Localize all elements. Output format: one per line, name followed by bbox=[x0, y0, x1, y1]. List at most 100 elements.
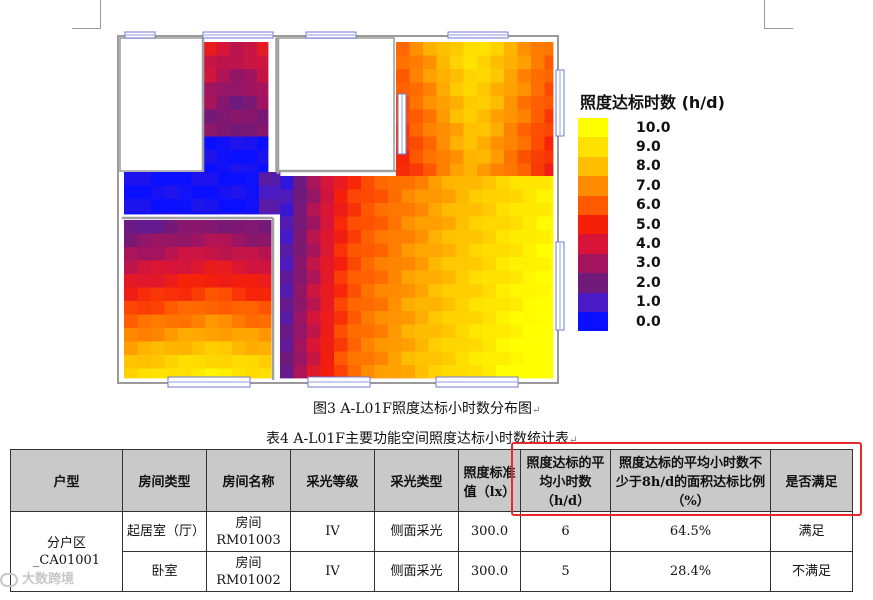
heatmap-cell bbox=[245, 247, 260, 261]
heatmap-cell bbox=[509, 216, 524, 231]
heatmap-cell bbox=[550, 176, 554, 190]
heatmap-cell bbox=[415, 270, 429, 285]
heatmap-cell bbox=[504, 123, 518, 137]
heatmap-cell bbox=[496, 176, 510, 190]
heatmap-cell bbox=[450, 109, 464, 124]
heatmap-cell bbox=[550, 243, 554, 258]
heatmap-cell bbox=[496, 365, 510, 379]
heatmap-cell bbox=[243, 136, 258, 151]
heatmap-cell bbox=[388, 243, 402, 258]
heatmap-cell bbox=[536, 176, 551, 190]
heatmap-cell bbox=[482, 216, 497, 231]
heatmap-cell bbox=[307, 230, 321, 244]
header-average-hours: 照度达标的平均小时数（h/d） bbox=[520, 449, 611, 512]
heatmap-cell bbox=[396, 55, 410, 70]
heatmap-cell bbox=[259, 328, 272, 342]
heatmap-cell bbox=[401, 284, 416, 298]
heatmap-cell bbox=[550, 257, 554, 271]
heatmap-cell bbox=[401, 365, 416, 379]
heatmap-cell bbox=[409, 69, 424, 83]
heatmap-cell bbox=[401, 311, 416, 325]
heatmap-cell bbox=[388, 270, 402, 285]
cell-satisfied: 满足 bbox=[770, 511, 853, 552]
heatmap-cell bbox=[293, 243, 308, 258]
heatmap-cell bbox=[257, 163, 269, 173]
heatmap-cell bbox=[137, 233, 152, 248]
heatmap-cell bbox=[218, 301, 233, 315]
heatmap-cell bbox=[361, 189, 375, 204]
heatmap-cell bbox=[191, 328, 206, 342]
heatmap-cell bbox=[388, 203, 402, 217]
heatmap-cell bbox=[124, 341, 138, 356]
heatmap-cell bbox=[523, 311, 537, 325]
heatmap-cell bbox=[280, 365, 294, 379]
heatmap-cell bbox=[307, 351, 321, 366]
legend-title: 照度达标时数 (h/d) bbox=[580, 93, 725, 112]
heatmap-cell bbox=[423, 136, 437, 151]
heatmap-cell bbox=[423, 109, 437, 124]
heatmap-cell bbox=[509, 324, 524, 339]
heatmap-cell bbox=[216, 82, 231, 97]
heatmap-cell bbox=[191, 199, 206, 213]
heatmap-cell bbox=[496, 189, 510, 204]
heatmap-cell bbox=[151, 247, 165, 261]
heatmap-cell bbox=[423, 42, 437, 56]
heatmap-cell bbox=[218, 355, 233, 369]
heatmap-cell bbox=[450, 69, 464, 83]
heatmap-cell bbox=[320, 270, 335, 285]
heatmap-cell bbox=[374, 365, 389, 379]
cell-room-type: 卧室 bbox=[122, 551, 207, 592]
heatmap-cell bbox=[259, 341, 272, 356]
heatmap-cell bbox=[280, 203, 294, 217]
heatmap-cell bbox=[361, 176, 375, 190]
heatmap-cell bbox=[230, 82, 244, 97]
heatmap-cell bbox=[361, 351, 375, 366]
legend-swatch bbox=[578, 253, 608, 274]
heatmap-cell bbox=[477, 69, 491, 83]
legend-swatch bbox=[578, 176, 608, 196]
heatmap-cell bbox=[191, 260, 206, 275]
heatmap-cell bbox=[230, 136, 244, 151]
heatmap-cell bbox=[243, 123, 258, 137]
header-area-ratio: 照度达标的平均小时数不少于8h/d的面积达标比例（%） bbox=[610, 449, 771, 512]
heatmap-cell bbox=[415, 176, 429, 190]
heatmap-cell bbox=[409, 136, 424, 151]
heatmap-cell bbox=[178, 247, 192, 261]
heatmap-cell bbox=[388, 257, 402, 271]
heatmap-cell bbox=[374, 243, 389, 258]
legend-label: 2.0 bbox=[636, 274, 661, 291]
heatmap-cell bbox=[259, 199, 273, 213]
heatmap-cell bbox=[257, 42, 269, 56]
heatmap-cell bbox=[178, 172, 192, 186]
heatmap-cell bbox=[531, 69, 545, 83]
heatmap-cell bbox=[191, 341, 206, 356]
heatmap-cell bbox=[191, 212, 206, 215]
heatmap-cell bbox=[205, 185, 219, 200]
heatmap-cell bbox=[415, 257, 429, 271]
heatmap-cell bbox=[137, 260, 152, 275]
heatmap-cell bbox=[409, 55, 424, 70]
heatmap-cell bbox=[496, 216, 510, 231]
heatmap-cell bbox=[544, 109, 554, 124]
heatmap-cell bbox=[361, 270, 375, 285]
heatmap-cell bbox=[536, 284, 551, 298]
heatmap-cell bbox=[124, 233, 138, 248]
heatmap-cell bbox=[257, 55, 269, 70]
heatmap-cell bbox=[436, 109, 451, 124]
heatmap-cell bbox=[409, 42, 424, 56]
heatmap-cell bbox=[320, 203, 335, 217]
cell-room-name: 房间RM01002 bbox=[206, 551, 291, 592]
heatmap-cell bbox=[550, 324, 554, 339]
heatmap-cell bbox=[232, 233, 246, 248]
heatmap-cell bbox=[124, 260, 138, 275]
cell-daylight-type: 侧面采光 bbox=[374, 511, 459, 552]
heatmap-cell bbox=[517, 69, 532, 83]
heatmap-cell bbox=[307, 338, 321, 352]
heatmap-cell bbox=[293, 216, 308, 231]
heatmap-cell bbox=[178, 301, 192, 315]
heatmap-cell bbox=[550, 230, 554, 244]
statistics-table: 户型 房间类型 房间名称 采光等级 采光类型 照度标准值（lx） 照度达标的平均… bbox=[10, 449, 853, 592]
heatmap-cell bbox=[482, 243, 497, 258]
heatmap-cell bbox=[245, 274, 260, 288]
heatmap-cell bbox=[428, 297, 443, 312]
